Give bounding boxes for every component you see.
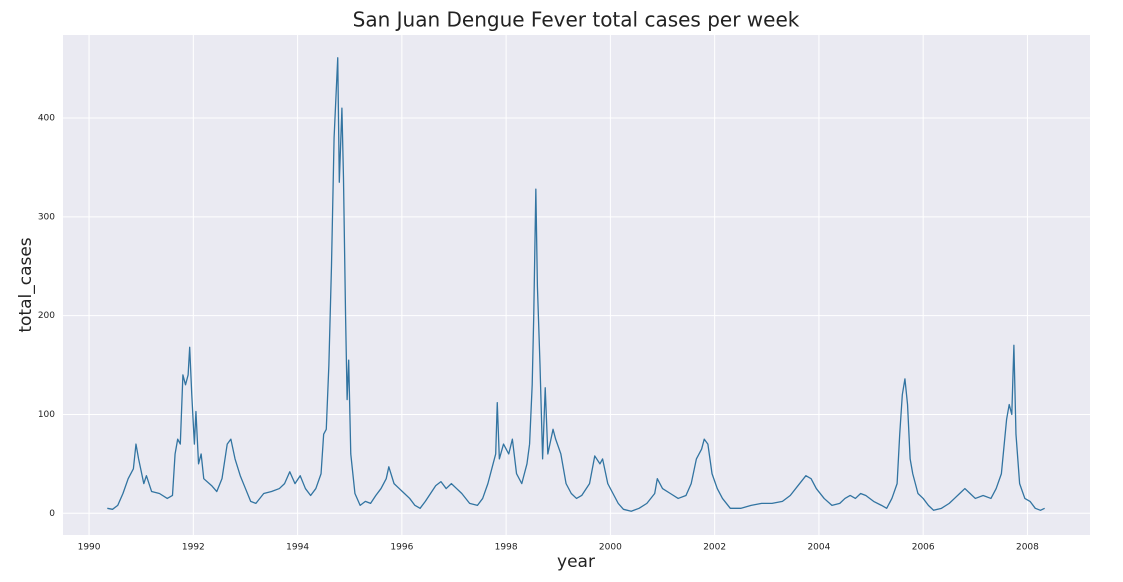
y-tick-label: 300 <box>38 212 55 222</box>
x-tick-label: 1996 <box>390 543 413 553</box>
plot-area <box>63 35 1090 535</box>
x-tick-label: 1990 <box>78 543 101 553</box>
x-tick-label: 2008 <box>1016 543 1039 553</box>
y-tick-label: 0 <box>49 509 55 519</box>
chart-title: San Juan Dengue Fever total cases per we… <box>353 8 800 32</box>
x-tick-label: 1994 <box>286 543 309 553</box>
x-tick-label: 2006 <box>912 543 935 553</box>
x-tick-label: 1998 <box>495 543 518 553</box>
x-axis-label: year <box>557 552 595 572</box>
y-tick-label: 200 <box>38 311 55 321</box>
x-tick-label: 2004 <box>807 543 830 553</box>
y-tick-label: 100 <box>38 410 55 420</box>
x-tick-label: 1992 <box>182 543 205 553</box>
y-tick-label: 400 <box>38 114 55 124</box>
line <box>107 57 1045 512</box>
x-tick-label: 2002 <box>703 543 726 553</box>
x-tick-label: 2000 <box>599 543 622 553</box>
y-axis-label: total_cases <box>16 237 36 332</box>
